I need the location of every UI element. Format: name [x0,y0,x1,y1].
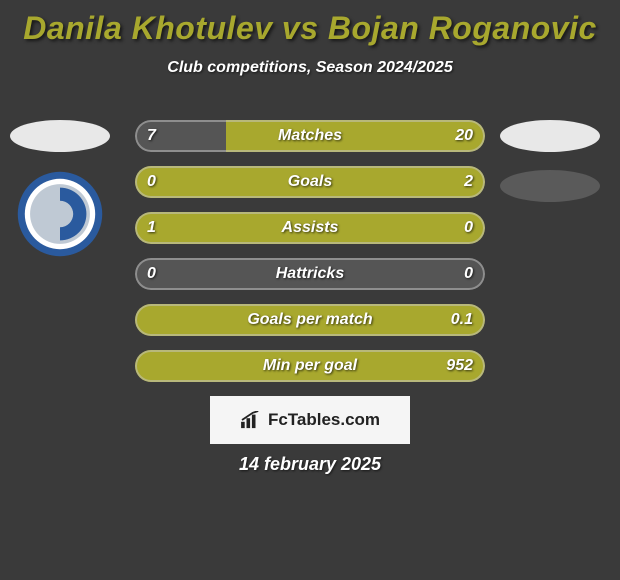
stat-right-value: 0 [464,212,473,244]
comparison-bars: 7Matches200Goals21Assists00Hattricks0Goa… [135,120,485,396]
stat-label: Matches [135,120,485,152]
chart-icon [240,411,262,429]
stat-right-value: 0.1 [451,304,473,336]
stat-right-value: 0 [464,258,473,290]
stat-label: Goals per match [135,304,485,336]
stat-row: Min per goal952 [135,350,485,382]
stat-row: 7Matches20 [135,120,485,152]
watermark: FcTables.com [210,396,410,444]
stat-label: Assists [135,212,485,244]
stat-row: 0Goals2 [135,166,485,198]
stat-label: Hattricks [135,258,485,290]
player-right-badge-1 [500,120,600,152]
player-left-column: • • • [10,120,120,263]
player-left-badge [10,120,110,152]
stat-row: 0Hattricks0 [135,258,485,290]
club-crest-icon: • • • [16,170,104,258]
stat-row: 1Assists0 [135,212,485,244]
watermark-text: FcTables.com [268,410,380,430]
player-right-badge-2 [500,170,600,202]
date-label: 14 february 2025 [0,454,620,475]
stat-right-value: 20 [455,120,473,152]
svg-text:• • •: • • • [54,179,66,186]
page-title: Danila Khotulev vs Bojan Roganovic [0,0,620,47]
stat-label: Min per goal [135,350,485,382]
stat-right-value: 952 [446,350,473,382]
stat-right-value: 2 [464,166,473,198]
stat-label: Goals [135,166,485,198]
player-right-column [500,120,610,220]
stat-row: Goals per match0.1 [135,304,485,336]
subtitle: Club competitions, Season 2024/2025 [0,59,620,77]
